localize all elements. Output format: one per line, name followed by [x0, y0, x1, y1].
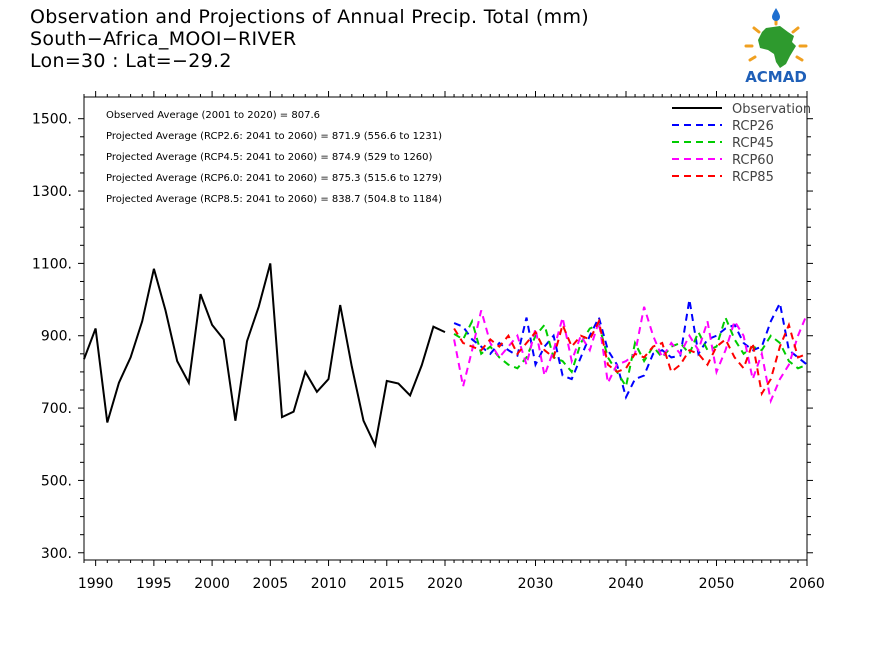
y-tick-label: 1500. [32, 112, 72, 128]
x-tick-label: 1990 [78, 576, 114, 592]
y-tick-label: 1300. [32, 184, 72, 200]
y-tick-label: 1100. [32, 256, 72, 272]
x-tick-label: 2030 [518, 576, 554, 592]
annotation-text: Projected Average (RCP4.5: 2041 to 2060)… [106, 152, 433, 163]
legend: Observation RCP26 RCP45 RCP60 RCP85 [672, 102, 811, 185]
y-axis: 300. 500. 700. 900. 1100. 1300. 1500. [32, 112, 813, 562]
station-name: South−Africa_MOOI−RIVER [30, 28, 297, 50]
annotation-text: Projected Average (RCP2.6: 2041 to 2060)… [106, 131, 442, 142]
x-axis: 1990 1995 2000 2005 2010 2015 2020 2030 2040 2050… [78, 91, 825, 592]
x-tick-label: 2005 [253, 576, 289, 592]
logo-text: ACMAD [745, 68, 807, 84]
x-tick-label: 2020 [427, 576, 463, 592]
legend-label: RCP45 [732, 136, 774, 151]
x-tick-label: 2000 [194, 576, 230, 592]
series-layer [83, 263, 808, 449]
series-rcp60 [453, 306, 808, 405]
series-rcp26 [453, 299, 808, 400]
y-tick-label: 700. [41, 401, 72, 417]
legend-label: RCP60 [732, 153, 774, 168]
annotation-text: Projected Average (RCP8.5: 2041 to 2060)… [106, 194, 442, 205]
legend-label: RCP85 [732, 170, 774, 185]
y-tick-label: 900. [41, 329, 72, 345]
x-tick-label: 2050 [699, 576, 735, 592]
x-tick-label: 1995 [136, 576, 172, 592]
plot-frame [83, 96, 808, 561]
acmad-logo-icon: ACMAD [744, 8, 808, 84]
x-tick-label: 2015 [369, 576, 405, 592]
annotation-text: Observed Average (2001 to 2020) = 807.6 [106, 110, 320, 121]
series-rcp85 [453, 318, 808, 397]
y-tick-label: 300. [41, 546, 72, 562]
annotation-text: Projected Average (RCP6.0: 2041 to 2060)… [106, 173, 442, 184]
x-tick-label: 2040 [608, 576, 644, 592]
x-tick-label: 2010 [311, 576, 347, 592]
y-tick-label: 500. [41, 473, 72, 489]
series-observation [83, 263, 446, 449]
legend-label: RCP26 [732, 119, 774, 134]
annotation-layer: Observed Average (2001 to 2020) = 807.6 P… [106, 110, 442, 205]
x-tick-label: 2060 [789, 576, 825, 592]
legend-label: Observation [732, 102, 811, 117]
location-coordinates: Lon=30 : Lat=−29.2 [30, 50, 232, 72]
title-block: Observation and Projections of Annual Pr… [30, 6, 589, 72]
chart-title: Observation and Projections of Annual Pr… [30, 6, 589, 28]
